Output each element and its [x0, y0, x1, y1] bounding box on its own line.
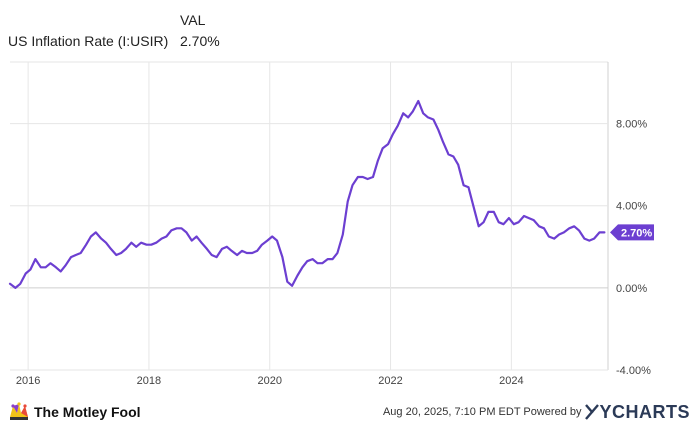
legend-column-header: VAL: [180, 12, 206, 28]
y-tick-label: 4.00%: [616, 201, 647, 213]
x-tick-label: 2024: [499, 375, 523, 387]
jester-hat-icon: [10, 402, 28, 420]
motley-fool-brand: The Motley Fool: [8, 400, 141, 424]
last-value-badge: [610, 224, 654, 241]
series-layer: [8, 99, 606, 289]
x-tick-label: 2018: [137, 375, 161, 387]
x-tick-label: 2022: [378, 375, 402, 387]
y-tick-label: 0.00%: [616, 283, 647, 295]
x-tick-label: 2020: [257, 375, 281, 387]
brand-name: The Motley Fool: [34, 404, 141, 420]
y-tick-label: 8.00%: [616, 119, 647, 131]
label-layer: 2.70%: [610, 224, 654, 241]
last-value-callout: 2.70%: [610, 224, 654, 241]
x-tick-label: 2016: [16, 375, 40, 387]
inflation-line-chart: -4.00% 0.00% 4.00% 8.00% 2016 2018 2020 2022 202…: [8, 61, 654, 387]
footer-attribution: Aug 20, 2025, 7:10 PM EDT Powered by YCH…: [383, 400, 690, 424]
legend-series-value: 2.70%: [180, 33, 220, 49]
legend-series-name[interactable]: US Inflation Rate (I:USIR): [8, 33, 169, 49]
inflation-series-line: [8, 99, 606, 289]
ycharts-chevron-icon: [585, 404, 600, 420]
ycharts-logo-text: YCHARTS: [599, 401, 690, 422]
last-value-label: 2.70%: [621, 227, 652, 239]
axis-layer: -4.00% 0.00% 4.00% 8.00% 2016 2018 2020 2022 202…: [16, 119, 651, 387]
grid-layer: [10, 61, 609, 371]
chart-legend: VAL US Inflation Rate (I:USIR) 2.70%: [0, 0, 260, 52]
y-tick-label: -4.00%: [616, 365, 651, 377]
timestamp-powered-by: Aug 20, 2025, 7:10 PM EDT Powered by: [382, 406, 582, 418]
